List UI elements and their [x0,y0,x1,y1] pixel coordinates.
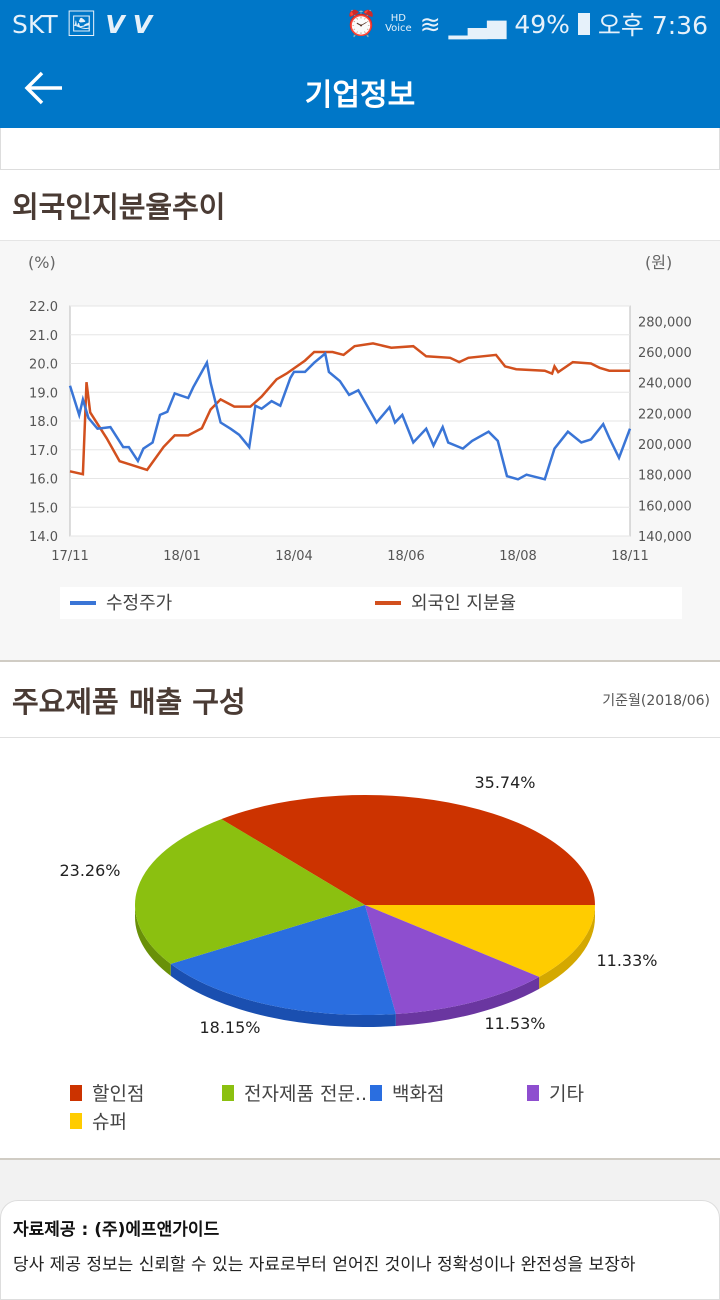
battery-icon [577,13,590,35]
pie-data-label: 11.33% [596,951,657,970]
page-title: 기업정보 [304,78,416,113]
alarm-icon: ⏰ [345,9,378,38]
hd-voice-icon: HD Voice [385,14,412,34]
pie-slice [134,819,365,964]
legend-swatch [70,1085,82,1101]
x-tick-label: 18/08 [499,549,536,564]
battery-percent: 49% [514,9,570,39]
right-axis-unit: (원) [645,253,672,272]
v-lte-icon: V [105,9,125,39]
legend-label: 백화점 [392,1083,444,1105]
y-right-tick-label: 200,000 [638,438,692,453]
pie-slice [170,905,396,1015]
line-chart-svg: 14.0 15.0 16.0 17.0 18.0 19.0 20.0 21.0 22.0 140,… [28,253,692,619]
y-right-tick-label: 260,000 [638,346,692,361]
y-left-tick-label: 16.0 [29,473,58,488]
disclaimer-text: 당사 제공 정보는 신뢰할 수 있는 자료로부터 얻어진 것이나 정확성이나 완… [13,1255,636,1275]
top-strip [0,128,720,170]
section-title-foreign-ownership: 외국인지분율추이 [0,170,720,240]
y-right-tick-label: 280,000 [638,315,692,330]
legend-label: 슈퍼 [92,1111,127,1133]
legend-swatch [70,1113,82,1129]
y-left-tick-label: 17.0 [29,444,58,459]
y-left-tick-label: 20.0 [29,358,58,373]
y-right-tick-label: 220,000 [638,407,692,422]
y-right-tick-label: 160,000 [638,499,692,514]
legend-swatch [527,1085,539,1101]
data-source-title: 자료제공 : (주)에프앤가이드 [13,1220,220,1240]
pie-data-label: 23.26% [59,861,120,880]
y-right-tick-label: 140,000 [638,530,692,545]
pie-data-label: 35.74% [474,773,535,792]
pie-slice [365,905,595,977]
pie-slice-side [539,905,595,989]
pie-slice-side [170,963,396,1027]
legend-label: 기타 [549,1083,584,1105]
x-tick-label: 18/01 [163,549,200,564]
carrier-label: SKT [12,9,58,39]
voice-label: Voice [385,23,412,34]
foreign-ownership-chart: 14.0 15.0 16.0 17.0 18.0 19.0 20.0 21.0 22.0 140,… [0,240,720,662]
pie-data-label: 18.15% [199,1018,260,1037]
legend-label: 외국인 지분율 [411,593,516,614]
legend-swatch [222,1085,234,1101]
pie-slice [221,795,595,905]
series-line [69,342,630,476]
y-right-tick-label: 240,000 [638,377,692,392]
v-lte-icon: V [132,9,153,39]
legend-box [60,587,682,619]
legend-label: 할인점 [92,1083,144,1105]
arrow-left-icon[interactable] [22,66,66,110]
y-left-tick-label: 19.0 [29,386,58,401]
pie-slice-side [395,976,540,1027]
clock: 오후 7:36 [597,11,708,40]
legend-swatch [370,1085,382,1101]
legend-label: 수정주가 [106,593,172,614]
status-bar: SKT 🖼 V V ⏰ HD Voice ≋ ▁▃▅ 49% 오후 7:36 [0,0,720,48]
section-title-text: 주요제품 매출 구성 [12,684,246,719]
y-right-tick-label: 180,000 [638,469,692,484]
section-title-text: 외국인지분율추이 [12,190,226,224]
pie-slice-side [135,905,171,976]
series-line [68,351,632,481]
app-bar: 기업정보 [0,48,720,128]
x-tick-label: 18/04 [275,549,312,564]
x-tick-label: 18/06 [387,549,424,564]
signal-icon: ▁▃▅ [448,9,507,39]
y-left-tick-label: 14.0 [29,530,58,545]
data-source-card: 자료제공 : (주)에프앤가이드 당사 제공 정보는 신뢰할 수 있는 자료로부… [0,1200,720,1300]
x-tick-label: 17/11 [51,549,88,564]
y-left-tick-label: 15.0 [29,501,58,516]
y-left-tick-label: 21.0 [29,329,58,344]
pie-data-label: 11.53% [484,1014,545,1033]
image-icon: 🖼 [65,9,98,38]
x-tick-label: 18/11 [611,549,648,564]
pie-slice [365,905,540,1015]
left-axis-unit: (%) [28,253,56,272]
legend-label: 전자제품 전문.. [244,1083,367,1105]
base-month: 기준월(2018/06) [602,692,710,709]
y-left-tick-label: 18.0 [29,415,58,430]
wifi-icon: ≋ [419,9,441,39]
section-title-sales: 주요제품 매출 구성 기준월(2018/06) [0,662,720,737]
hd-label: HD [390,13,406,24]
y-left-tick-label: 22.0 [29,300,58,315]
